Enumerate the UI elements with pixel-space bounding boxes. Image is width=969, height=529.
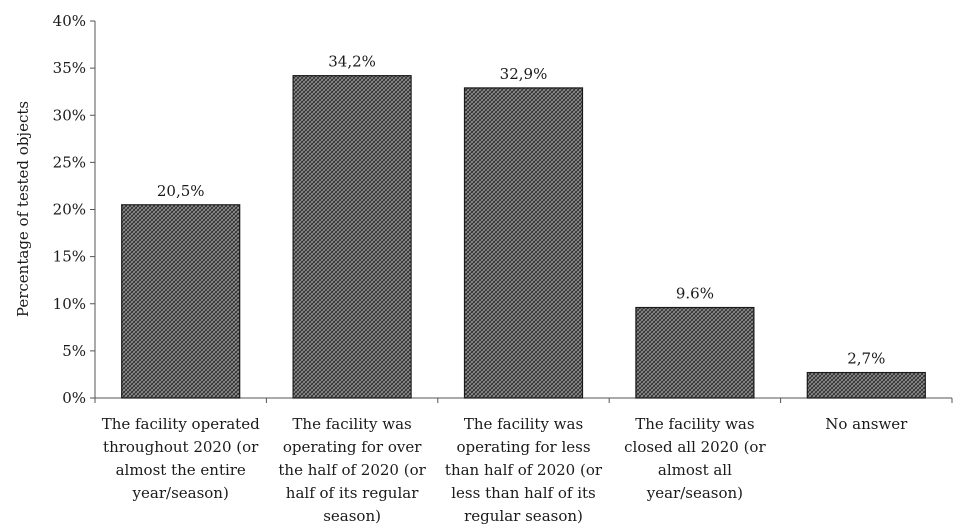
y-tick-label: 15% <box>53 248 86 266</box>
y-axis-title: Percentage of tested objects <box>14 101 32 317</box>
data-label: 20,5% <box>157 182 205 200</box>
labels: 20,5% The facility operated throughout 202… <box>102 53 908 525</box>
bars <box>121 75 926 399</box>
y-tick-label: 20% <box>53 201 86 219</box>
x-category-label: half of its regular <box>286 484 419 502</box>
x-category-label: year/season) <box>132 484 229 502</box>
y-tick-label: 25% <box>53 153 86 171</box>
x-category-label: operating for over <box>283 438 422 456</box>
data-label: 34,2% <box>328 53 376 71</box>
bar <box>635 306 755 399</box>
y-tick-label: 10% <box>53 295 86 313</box>
bar <box>806 371 926 399</box>
x-category-label: almost the entire <box>116 461 246 479</box>
x-category-label: operating for less <box>456 438 590 456</box>
x-category-label: season) <box>323 507 381 525</box>
bar <box>121 204 241 399</box>
x-category-label: The facility was <box>635 415 754 433</box>
data-label: 9.6% <box>676 285 714 303</box>
x-category-label: The facility was <box>464 415 583 433</box>
y-tick-label: 35% <box>53 59 86 77</box>
data-label: 32,9% <box>500 65 548 83</box>
x-category-label: year/season) <box>646 484 743 502</box>
y-tick-label: 40% <box>53 12 86 30</box>
x-category-label: than half of 2020 (or <box>445 461 603 479</box>
x-category-label: No answer <box>825 415 908 433</box>
y-tick-label: 5% <box>62 342 86 360</box>
x-category-label: The facility was <box>292 415 411 433</box>
x-category-label: regular season) <box>464 507 583 525</box>
x-category-label: throughout 2020 (or <box>103 438 259 456</box>
x-category-label: closed all 2020 (or <box>624 438 766 456</box>
y-tick-label: 30% <box>53 106 86 124</box>
x-category-label: the half of 2020 (or <box>278 461 426 479</box>
x-category-label: The facility operated <box>102 415 260 433</box>
x-category-label: less than half of its <box>451 484 596 502</box>
bar <box>292 75 412 399</box>
y-tick-label: 0% <box>62 389 86 407</box>
x-category-label: almost all <box>658 461 732 479</box>
data-label: 2,7% <box>847 350 885 368</box>
bar <box>463 87 584 399</box>
